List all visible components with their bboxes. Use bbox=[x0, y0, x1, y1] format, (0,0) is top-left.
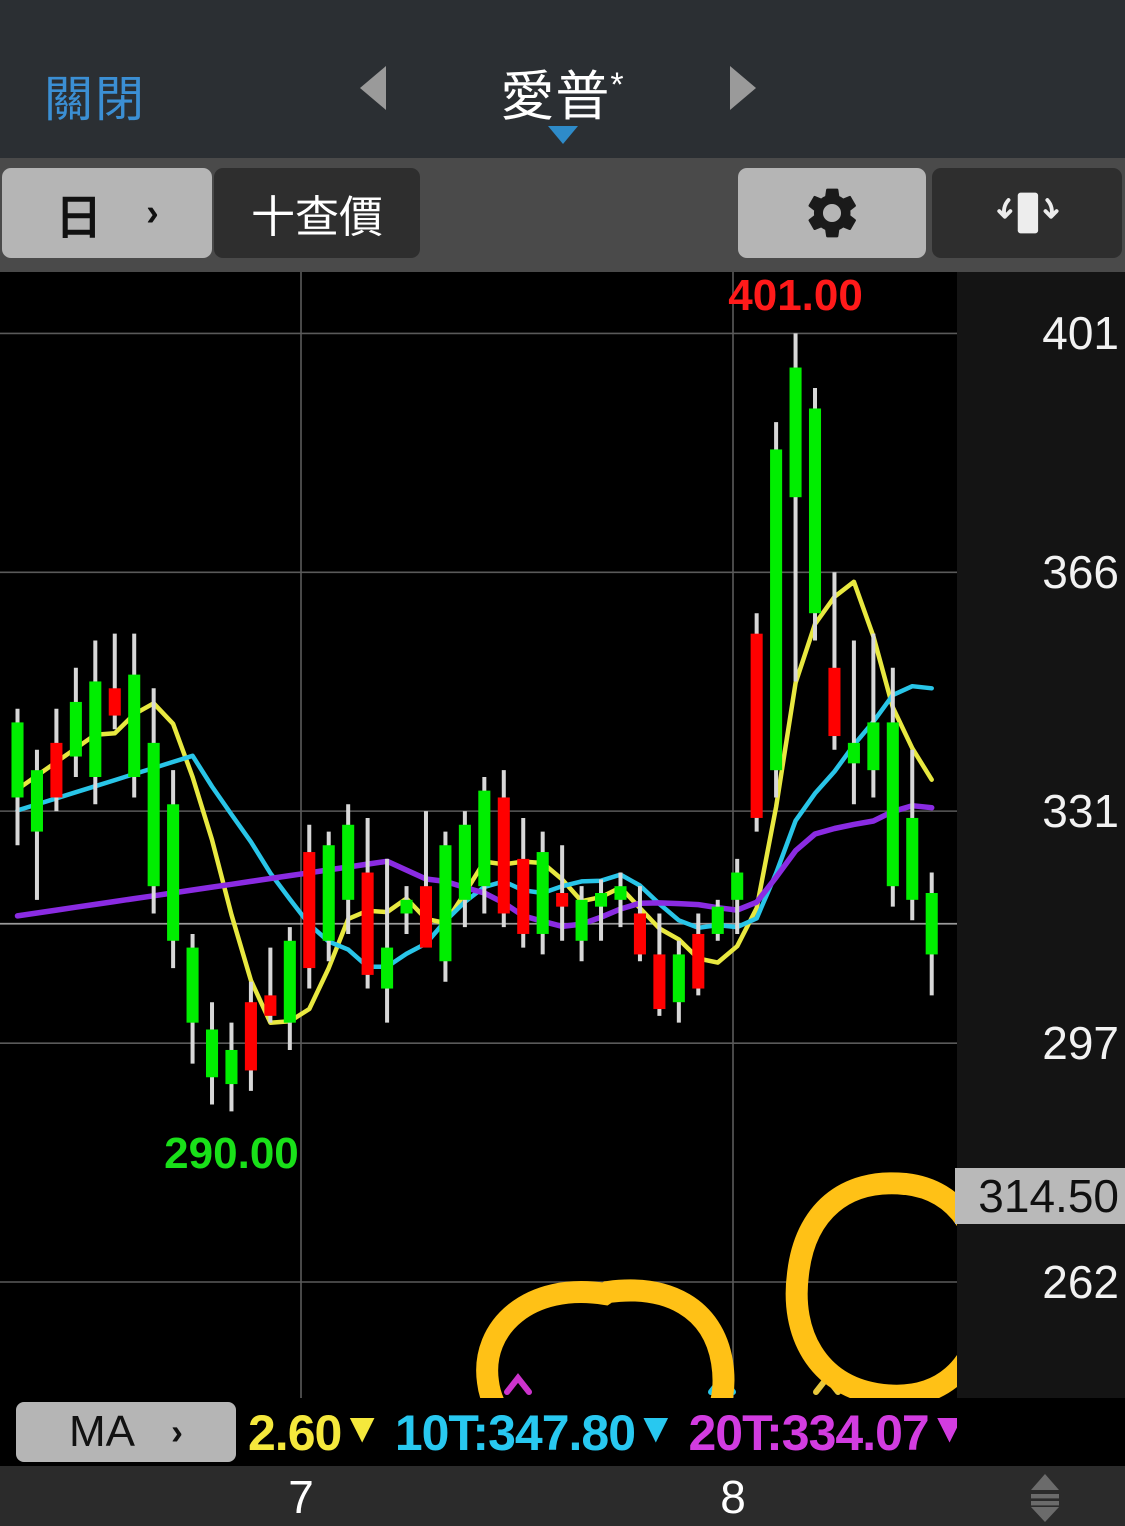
current-price-tag: 314.50 bbox=[955, 1167, 1125, 1224]
chart-area[interactable]: 401.00 290.00 401 366 331 297 262 314.50 bbox=[0, 272, 1125, 1398]
symbol-name: 愛普 bbox=[500, 67, 611, 127]
symbol-star: * bbox=[610, 66, 625, 104]
vertical-scale-handle[interactable] bbox=[1024, 1472, 1066, 1524]
ma20-arrow-icon: ▼ bbox=[928, 1404, 957, 1451]
period-selector-button[interactable]: 日 › bbox=[2, 168, 212, 258]
ma-indicator-button[interactable]: MA › bbox=[16, 1402, 236, 1462]
ma-values: 2.60▼ 10T:347.80▼ 20T:334.07▼ 6 bbox=[248, 1404, 957, 1462]
ma5-arrow-icon: ▼ bbox=[341, 1404, 383, 1451]
x-axis-label: 8 bbox=[720, 1471, 746, 1523]
price-tick-label: 401 bbox=[1042, 307, 1119, 360]
next-symbol-button[interactable] bbox=[730, 66, 770, 114]
add-quote-button[interactable]: 十查價 bbox=[214, 168, 420, 258]
symbol-title[interactable]: 愛普* bbox=[0, 52, 1125, 131]
close-button[interactable]: 關閉 bbox=[44, 73, 147, 127]
chevron-right-icon bbox=[730, 66, 756, 110]
price-tick-label: 262 bbox=[1042, 1255, 1119, 1308]
gear-icon bbox=[808, 188, 856, 238]
chevron-right-icon: › bbox=[171, 1411, 183, 1452]
ma-legend-bar[interactable]: MA › 2.60▼ 10T:347.80▼ 20T:334.07▼ 6 bbox=[0, 1398, 957, 1466]
high-price-label: 401.00 bbox=[728, 272, 863, 321]
price-axis[interactable]: 401 366 331 297 262 bbox=[957, 272, 1125, 1398]
add-quote-label: 十查價 bbox=[251, 193, 383, 242]
candlestick-svg bbox=[0, 272, 957, 1398]
app-header: 關閉 愛普* bbox=[0, 0, 1125, 158]
rotate-screen-icon bbox=[997, 192, 1059, 234]
rotate-screen-button[interactable] bbox=[932, 168, 1122, 258]
price-tick-label: 297 bbox=[1042, 1017, 1119, 1070]
price-tick-label: 331 bbox=[1042, 785, 1119, 838]
prev-symbol-button[interactable] bbox=[360, 66, 400, 114]
settings-button[interactable] bbox=[738, 168, 926, 258]
price-plot[interactable]: 401.00 290.00 bbox=[0, 272, 957, 1398]
ma5-value: 2.60 bbox=[248, 1405, 342, 1461]
caret-down-icon[interactable] bbox=[548, 126, 578, 144]
x-axis-label: 7 bbox=[288, 1471, 314, 1523]
chevron-right-icon: › bbox=[146, 191, 159, 234]
ma10-value: 10T:347.80 bbox=[394, 1405, 636, 1461]
chevron-left-icon bbox=[360, 66, 386, 110]
ma20-value: 20T:334.07 bbox=[688, 1405, 930, 1461]
ma10-arrow-icon: ▼ bbox=[635, 1404, 677, 1451]
low-price-label: 290.00 bbox=[164, 1129, 299, 1179]
ma-button-label: MA bbox=[69, 1407, 135, 1456]
chart-toolbar: 日 › 十查價 bbox=[0, 158, 1125, 272]
period-label: 日 bbox=[55, 190, 103, 244]
time-axis: 7 8 bbox=[0, 1466, 1125, 1526]
price-tick-label: 366 bbox=[1042, 546, 1119, 599]
